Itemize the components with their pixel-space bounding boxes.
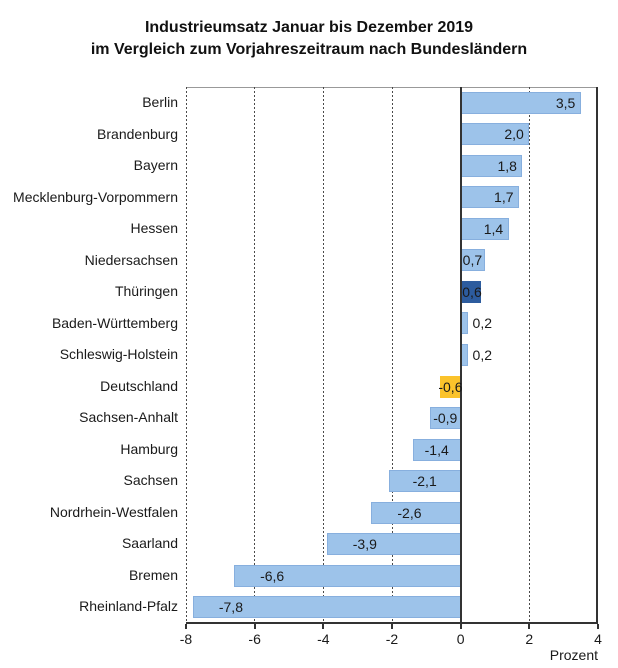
category-label: Thüringen <box>114 283 178 300</box>
category-label: Sachsen <box>123 472 178 489</box>
chart-title-line1: Industrieumsatz Januar bis Dezember 2019 <box>144 19 474 36</box>
bar-deutschland <box>440 375 461 398</box>
bar-value-label: -2,1 <box>412 473 437 490</box>
bar-value-label: -1,4 <box>424 441 449 458</box>
axis-tick <box>322 624 325 629</box>
axis-tick <box>597 624 599 629</box>
bar-value-label: 3,5 <box>555 94 576 111</box>
gridline <box>322 87 324 623</box>
plot-right-border <box>596 87 598 623</box>
bar-baden-w-rttemberg <box>460 312 468 335</box>
x-tick-label: -4 <box>317 631 330 647</box>
category-axis: Berlin Brandenburg Bayern Mecklenburg-Vorpo… <box>0 87 178 623</box>
category-label: Hamburg <box>120 440 178 457</box>
x-tick-label: 0 <box>456 631 465 647</box>
category-label: Bayern <box>133 157 178 174</box>
category-label: Deutschland <box>100 377 178 394</box>
bar-value-label: 0,2 <box>472 347 492 363</box>
axis-tick <box>253 624 256 629</box>
category-label: Nordrhein-Westfalen <box>49 503 178 520</box>
x-tick-label: -6 <box>248 631 261 647</box>
bar-saarland <box>326 533 461 556</box>
x-tick-label: -8 <box>179 631 193 647</box>
bar-value-label: -0,6 <box>438 378 463 395</box>
bar-value-label: 1,4 <box>483 220 504 237</box>
category-label: Schleswig-Holstein <box>59 346 178 363</box>
bar-value-label: -2,6 <box>397 504 422 521</box>
category-label: Sachsen-Anhalt <box>79 409 178 426</box>
x-tick-label: 2 <box>525 631 534 647</box>
bar-value-label: 2,0 <box>504 126 524 143</box>
category-label: Berlin <box>142 94 178 110</box>
category-label: Saarland <box>121 535 178 552</box>
x-tick-label: -2 <box>385 631 399 647</box>
bar-value-label: -0,9 <box>433 410 458 427</box>
bar-value-label: 0,7 <box>462 252 483 269</box>
bar-value-label: -7,8 <box>218 599 243 616</box>
category-label: Brandenburg <box>97 125 178 142</box>
bar-value-label: 0,6 <box>462 283 482 300</box>
gridline <box>391 87 393 623</box>
zero-axis-line <box>459 87 462 623</box>
category-label: Niedersachsen <box>84 251 178 268</box>
gridline <box>528 87 530 623</box>
bar-value-label: 1,7 <box>494 189 514 206</box>
bar-value-label: 1,8 <box>497 157 517 174</box>
bar-th-ringen <box>460 280 482 303</box>
category-label: Hessen <box>130 220 178 237</box>
plot-area: 3,5 2,0 1,8 1,7 1,4 0,7 0,6 0,2 0,2 -0,6 -0,9 -1,4 -… <box>185 87 599 629</box>
chart-title: Industrieumsatz Januar bis Dezember 2019… <box>19 17 599 61</box>
x-axis-line <box>186 622 598 624</box>
bar-schleswig-holstein <box>460 344 468 366</box>
category-label: Mecklenburg-Vorpommern <box>13 188 178 205</box>
bar-value-label: -6,6 <box>260 567 285 584</box>
x-axis-unit-label: Prozent <box>549 647 598 663</box>
chart-title-line2: im Vergleich zum Vorjahreszeitraum nach … <box>90 41 528 58</box>
x-tick-label: 4 <box>594 631 602 647</box>
category-label: Bremen <box>128 566 178 583</box>
bar-value-label: 0,2 <box>472 315 492 332</box>
axis-tick <box>185 624 187 629</box>
category-label: Baden-Württemberg <box>51 314 178 331</box>
axis-tick <box>391 624 393 629</box>
bar-value-label: -3,9 <box>352 536 377 553</box>
axis-tick <box>528 624 531 629</box>
gridline <box>254 87 256 623</box>
axis-tick <box>459 624 462 629</box>
gridline <box>185 87 187 623</box>
category-label: Rheinland-Pfalz <box>79 598 178 615</box>
